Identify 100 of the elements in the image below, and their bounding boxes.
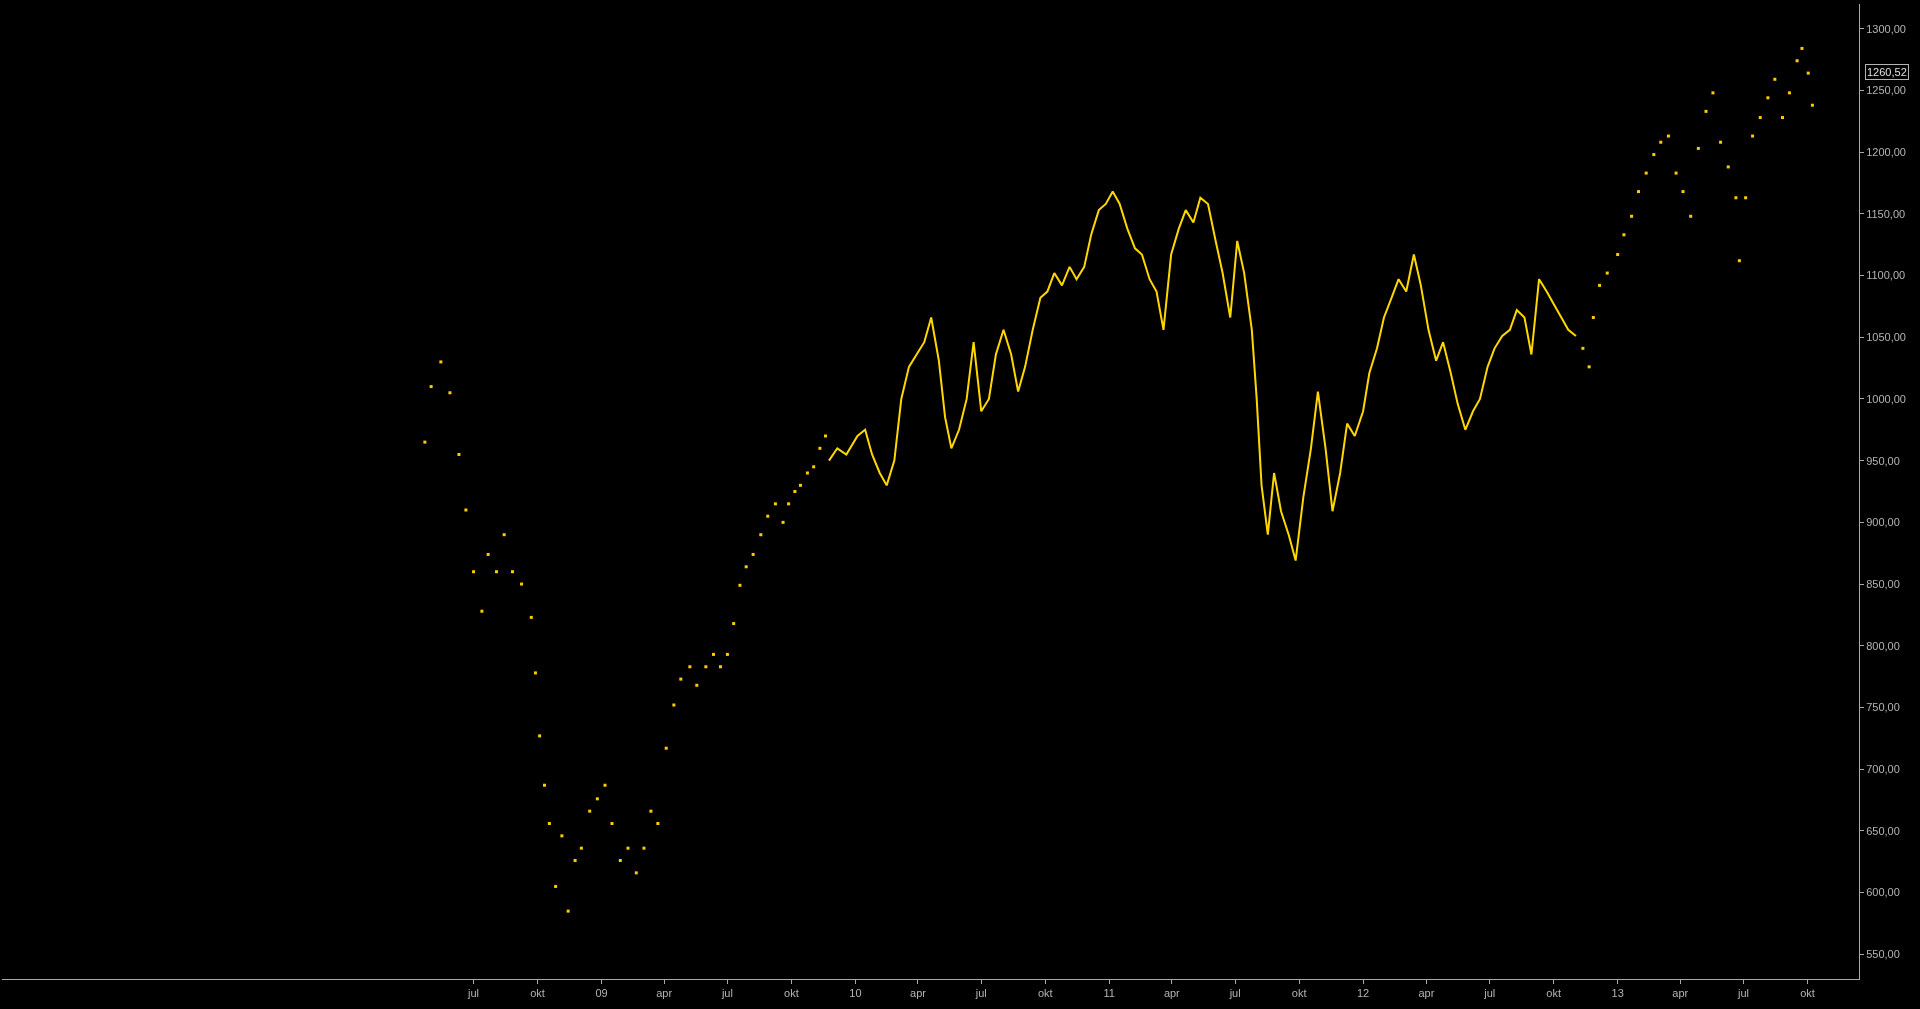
y-tick-label: 900,00 xyxy=(1866,516,1900,529)
x-tick-label: apr xyxy=(910,987,927,1000)
point xyxy=(695,683,699,687)
point xyxy=(1780,116,1784,120)
point xyxy=(573,859,577,863)
x-tick-label: okt xyxy=(1291,987,1307,1000)
point xyxy=(511,570,514,574)
line-series xyxy=(827,190,1577,562)
y-tick-label: 600,00 xyxy=(1866,886,1900,899)
x-tick-label: jul xyxy=(1483,987,1496,1000)
point xyxy=(1622,233,1626,237)
point xyxy=(603,783,607,787)
point xyxy=(793,490,797,493)
point xyxy=(423,440,427,444)
point xyxy=(595,797,599,801)
point xyxy=(472,570,476,574)
point xyxy=(1591,315,1595,319)
point xyxy=(712,652,715,656)
point xyxy=(818,446,822,450)
x-tick-label: 10 xyxy=(849,987,862,1000)
y-tick-label: 1200,00 xyxy=(1866,145,1906,158)
point xyxy=(1674,171,1678,175)
point xyxy=(1766,96,1770,100)
point xyxy=(781,520,785,524)
point xyxy=(1630,214,1634,218)
y-tick-label: 650,00 xyxy=(1866,824,1900,837)
x-tick-label: apr xyxy=(656,987,673,1000)
x-tick-label: apr xyxy=(1418,987,1435,1000)
x-tick-label: okt xyxy=(784,987,799,1000)
point xyxy=(1659,140,1663,144)
y-tick-label: 1250,00 xyxy=(1866,84,1906,97)
point xyxy=(1806,71,1810,75)
y-tick-label: 950,00 xyxy=(1866,454,1900,467)
point xyxy=(1787,91,1791,95)
point xyxy=(1704,109,1708,113)
point xyxy=(579,846,583,850)
point xyxy=(457,452,461,456)
point xyxy=(1666,134,1670,138)
point xyxy=(704,665,708,669)
point xyxy=(688,665,692,669)
y-tick-label: 1300,00 xyxy=(1866,22,1906,35)
x-tick-label: okt xyxy=(1037,987,1053,1000)
point xyxy=(642,846,646,850)
y-tick-label: 1150,00 xyxy=(1866,207,1906,220)
point xyxy=(464,508,468,512)
point xyxy=(656,821,660,825)
point xyxy=(1581,346,1585,350)
point xyxy=(798,483,802,487)
point xyxy=(502,533,506,537)
y-tick-label: 1100,00 xyxy=(1866,269,1906,282)
point xyxy=(1652,153,1656,157)
x-tick-label: okt xyxy=(1546,987,1562,1000)
point xyxy=(1587,365,1591,369)
point xyxy=(1751,134,1755,138)
point xyxy=(588,809,592,813)
x-tick-label: apr xyxy=(1672,987,1689,1000)
y-tick-label: 750,00 xyxy=(1866,701,1900,714)
point xyxy=(533,671,537,675)
point xyxy=(495,570,498,574)
point xyxy=(480,609,484,613)
point xyxy=(759,533,763,537)
y-tick-label: 1000,00 xyxy=(1866,392,1906,405)
point xyxy=(1719,140,1723,144)
y-tick-label: 800,00 xyxy=(1866,639,1900,652)
point xyxy=(787,502,791,506)
point xyxy=(751,552,755,556)
x-tick-label: apr xyxy=(1163,987,1181,1000)
point xyxy=(610,821,614,825)
point xyxy=(554,884,558,888)
point xyxy=(1598,283,1602,287)
point xyxy=(1726,165,1730,169)
point xyxy=(439,360,443,364)
x-tick-label: jul xyxy=(1737,987,1750,1000)
point xyxy=(812,465,816,469)
point xyxy=(566,909,570,913)
point xyxy=(679,677,683,681)
y-tick-label: 850,00 xyxy=(1866,577,1900,590)
point xyxy=(1810,103,1814,107)
point xyxy=(1616,253,1620,257)
point xyxy=(547,821,551,825)
point xyxy=(448,391,452,395)
point xyxy=(766,514,770,518)
x-tick-label: 09 xyxy=(595,987,608,1000)
x-tick-label: okt xyxy=(1800,987,1815,1000)
x-tick-label: 12 xyxy=(1356,987,1370,1000)
point xyxy=(538,734,542,738)
point xyxy=(486,552,490,556)
point xyxy=(805,471,809,475)
point xyxy=(1696,146,1700,150)
point xyxy=(634,871,638,875)
point xyxy=(823,434,827,438)
point xyxy=(1711,91,1715,95)
point xyxy=(1605,271,1609,275)
point xyxy=(1737,259,1741,263)
point xyxy=(1744,196,1748,200)
point xyxy=(725,652,729,656)
point xyxy=(732,622,736,626)
point xyxy=(773,502,777,506)
point xyxy=(1689,214,1693,218)
point xyxy=(429,385,433,389)
